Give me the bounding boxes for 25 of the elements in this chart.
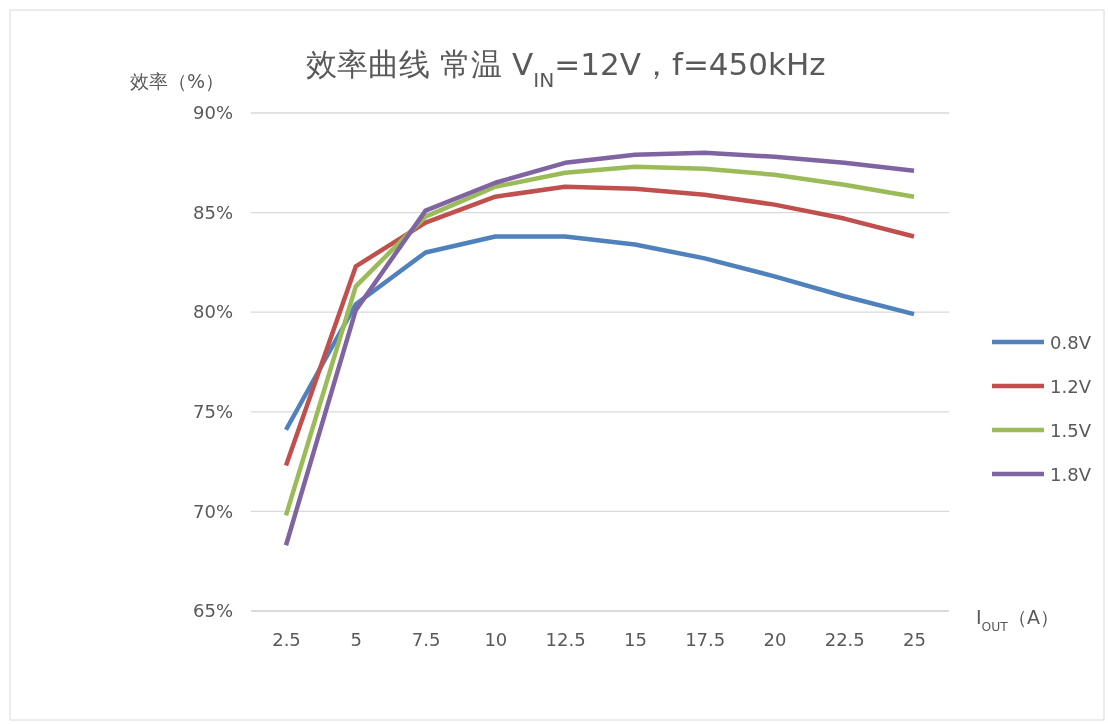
- y-tick-label: 90%: [192, 102, 233, 124]
- x-axis-title: I$_{OUT}$（A）: [976, 606, 1059, 634]
- x-tick-label: 2.5: [272, 628, 301, 650]
- y-tick-label: 70%: [192, 500, 233, 522]
- legend-label: 1.8V: [1050, 464, 1092, 485]
- x-tick-label: 15: [623, 628, 647, 650]
- y-tick-label: 85%: [192, 201, 233, 223]
- legend-label: 1.5V: [1050, 420, 1092, 441]
- x-tick-label: 22.5: [824, 628, 865, 650]
- x-tick-label: 10: [484, 628, 508, 650]
- y-tick-label: 65%: [192, 600, 233, 622]
- y-tick-label: 75%: [192, 401, 233, 423]
- x-tick-label: 20: [763, 628, 787, 650]
- x-tick-label: 25: [903, 628, 926, 650]
- legend-label: 1.2V: [1050, 376, 1092, 397]
- y-tick-label: 80%: [192, 301, 233, 323]
- y-axis-title: 效率（%）: [130, 70, 225, 92]
- x-tick-label: 17.5: [685, 628, 726, 650]
- line-series: [283, 184, 917, 468]
- x-tick-label: 12.5: [545, 628, 586, 650]
- legend-label: 0.8V: [1050, 332, 1092, 353]
- x-tick-label: 7.5: [411, 628, 441, 650]
- chart-title: 效率曲线 常温 V$_{IN}$=12V，f=450kHz: [306, 46, 826, 92]
- line-series: [283, 234, 917, 432]
- x-tick-label: 5: [350, 628, 362, 650]
